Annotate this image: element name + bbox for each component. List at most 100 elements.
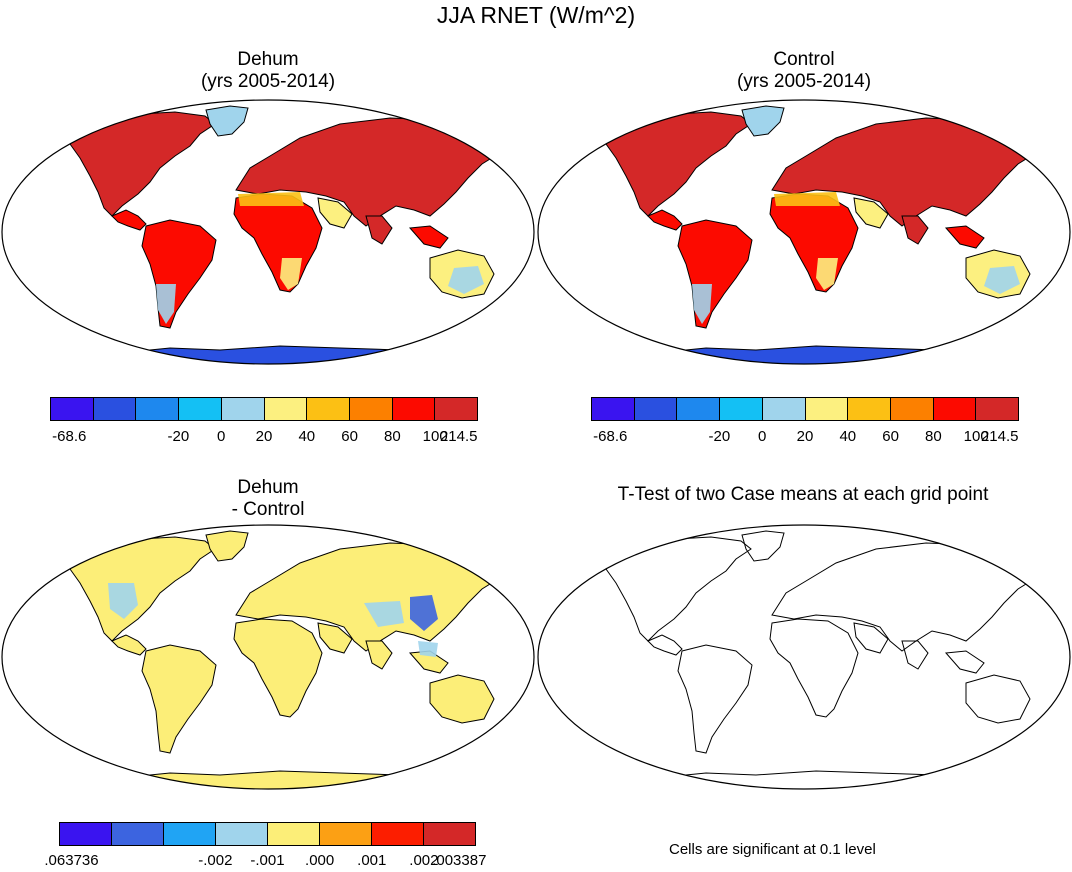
colorbar-control-swatch [720, 398, 763, 420]
colorbar-difference-tick-label: .000 [305, 852, 335, 869]
panel-title-dehum-line2: (yrs 2005-2014) [200, 71, 336, 92]
continent-africa [233, 618, 323, 718]
continent-africa [769, 193, 859, 293]
continent-arabia [317, 197, 353, 229]
panel-title-dehum: Dehum (yrs 2005-2014) [168, 49, 368, 93]
continent-south-america [141, 644, 217, 754]
colorbar-control-swatch [592, 398, 635, 420]
colorbar-control-swatch [805, 398, 849, 420]
colorbar-difference-swatch [372, 823, 424, 845]
sahara-region [238, 192, 304, 206]
colorbar-dehum-swatch [307, 398, 350, 420]
continent-europe-asia [235, 542, 506, 652]
continent-india [365, 640, 393, 670]
colorbar-control-tick-label: 80 [925, 428, 942, 445]
continent-antarctica [635, 345, 983, 364]
panel-title-difference: Dehum - Control [168, 477, 368, 521]
continent-north-america [605, 536, 752, 642]
colorbar-dehum-swatch [179, 398, 222, 420]
colorbar-dehum-tick-label: -20 [167, 428, 190, 445]
continent-arabia [853, 622, 889, 654]
continent-antarctica [99, 770, 447, 789]
continent-europe-asia [771, 117, 1042, 227]
continent-africa [233, 193, 323, 293]
continent-south-america [677, 219, 753, 329]
colorbar-control-tick-label: -68.6 [593, 428, 628, 445]
colorbar-control-tick-label: 40 [839, 428, 857, 445]
colorbar-control-tick-label: 100 [963, 428, 989, 445]
australia-south-region [984, 266, 1020, 294]
continent-greenland [741, 530, 785, 562]
colorbar-difference-swatch [320, 823, 372, 845]
continent-africa [769, 618, 859, 718]
east-asia-negative-region [410, 595, 438, 631]
colorbar-dehum-swatch [435, 398, 478, 420]
colorbar-difference-tick-label: .001 [357, 852, 387, 869]
colorbar-difference-tick-label: .002 [409, 852, 439, 869]
colorbar-dehum-tick-label: 60 [341, 428, 358, 445]
panel-title-control-line1: Control [773, 49, 835, 70]
colorbar-difference-tick-label: -.002 [198, 852, 233, 869]
colorbar-control-tick-label: 214.5 [980, 428, 1019, 445]
map-panel-control [537, 99, 1071, 365]
map-border [537, 99, 1071, 365]
colorbar-dehum-tick-label: 20 [255, 428, 273, 445]
colorbar-difference-tick-label: -.001 [250, 852, 285, 869]
panel-title-ttest: T-Test of two Case means at each grid po… [538, 484, 1068, 506]
colorbar-difference-tick-label: .003387 [432, 852, 487, 869]
continent-australia [965, 674, 1031, 724]
continent-arabia [853, 197, 889, 229]
colorbar-difference-tick-label: .063736 [44, 852, 99, 869]
colorbar-dehum-swatch [349, 398, 393, 420]
colorbar-difference-swatch [164, 823, 216, 845]
colorbar-dehum-swatch [392, 398, 436, 420]
colorbar-dehum-tick-label: 214.5 [439, 428, 478, 445]
colorbar-dehum [50, 397, 478, 421]
continent-se-asia [944, 650, 985, 674]
significance-note: Cells are significant at 0.1 level [669, 841, 876, 858]
colorbar-difference-swatch [268, 823, 320, 845]
continent-north-america [605, 111, 752, 217]
colorbar-dehum-swatch [136, 398, 180, 420]
continent-central-america [647, 209, 683, 231]
continent-north-america [69, 111, 216, 217]
continent-antarctica [99, 345, 447, 364]
continent-antarctica [635, 770, 983, 789]
colorbar-control-labels: -68.6 -20 0 20 40 60 80 100 214.5 [591, 428, 1019, 448]
panel-title-control-line2: (yrs 2005-2014) [736, 71, 872, 92]
sahara-region [774, 192, 840, 206]
continent-central-america [111, 209, 147, 231]
central-asia-negative-region [364, 601, 404, 627]
colorbar-dehum-tick-label: 100 [422, 428, 448, 445]
colorbar-control-tick-label: 0 [758, 428, 767, 445]
continent-south-america [141, 219, 217, 329]
continent-australia [429, 674, 495, 724]
map-panel-ttest [537, 524, 1071, 790]
figure-title: JJA RNET (W/m^2) [436, 2, 636, 28]
colorbar-control-tick-label: 20 [796, 428, 814, 445]
colorbar-control-swatch [634, 398, 678, 420]
colorbar-dehum-labels: -68.6 -20 0 20 40 60 80 100 214.5 [50, 428, 478, 448]
map-border [1, 99, 535, 365]
colorbar-control-swatch [848, 398, 891, 420]
panel-title-dehum-line1: Dehum [237, 49, 299, 70]
colorbar-dehum-tick-label: 40 [298, 428, 316, 445]
continent-europe-asia [771, 542, 1042, 652]
map-border [1, 524, 535, 790]
map-panel-difference [1, 524, 535, 790]
continent-north-america [69, 536, 216, 642]
continent-india [365, 215, 393, 245]
continent-south-america [677, 644, 753, 754]
map-border [537, 524, 1071, 790]
colorbar-control-tick-label: -20 [708, 428, 731, 445]
continent-arabia [317, 622, 353, 654]
colorbar-difference-labels: .063736 -.002 -.001 .000 .001 .002.003387 [44, 852, 486, 872]
continent-se-asia [408, 225, 449, 249]
colorbar-difference-swatch [424, 823, 475, 845]
continent-greenland [205, 530, 249, 562]
colorbar-difference-swatch [216, 823, 268, 845]
colorbar-dehum-swatch [221, 398, 265, 420]
continent-greenland [205, 105, 249, 137]
colorbar-control [591, 397, 1019, 421]
colorbar-control-swatch [762, 398, 806, 420]
